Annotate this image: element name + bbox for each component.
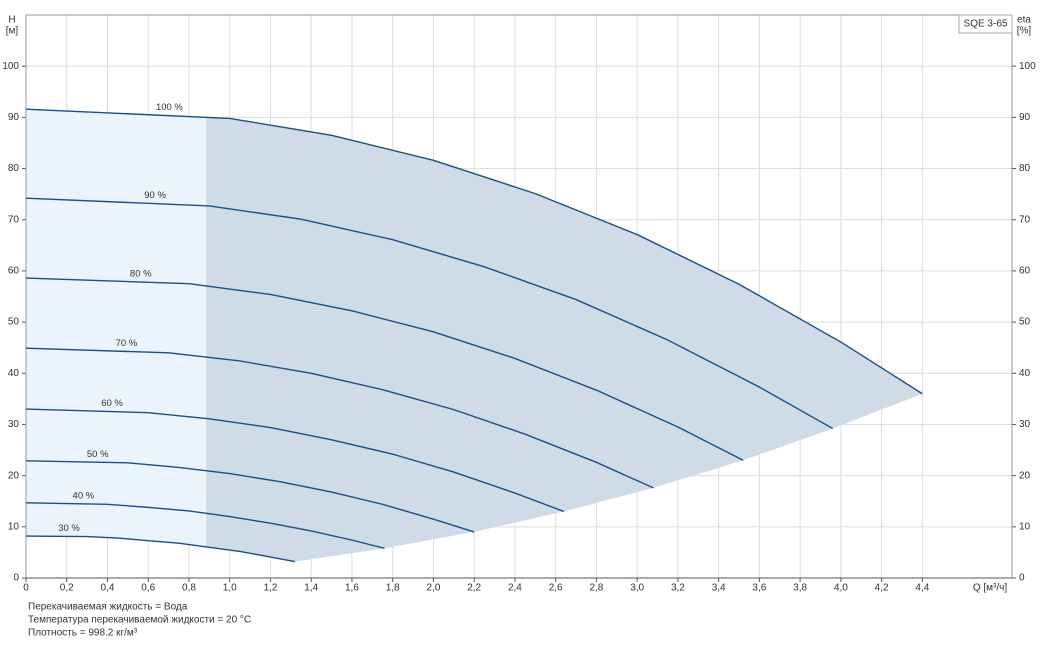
- y-tick-label: 60: [8, 266, 20, 277]
- y-tick-label: 70: [8, 214, 20, 225]
- x-tick-label: 4,0: [834, 583, 848, 594]
- x-tick-label: 0,2: [60, 583, 74, 594]
- y2-tick-label: 10: [1019, 521, 1031, 532]
- x-tick-label: 2,6: [549, 583, 563, 594]
- x-tick-label: 3,4: [712, 583, 726, 594]
- y2-axis-unit: [%]: [1017, 26, 1032, 37]
- speed-curve: [25, 197, 834, 430]
- y-tick-label: 0: [13, 573, 19, 584]
- x-tick-label: 2,2: [467, 583, 481, 594]
- x-tick-label: 1,2: [264, 583, 278, 594]
- speed-curve: [25, 535, 296, 563]
- model-label: SQE 3-65: [964, 19, 1008, 30]
- model-box: [958, 14, 1013, 34]
- y-tick-label: 80: [8, 163, 20, 174]
- x-tick-label: 3,2: [671, 583, 685, 594]
- x-tick-label: 1,6: [345, 583, 359, 594]
- x-tick-label: 4,4: [915, 583, 929, 594]
- x-tick-label: 1,8: [386, 583, 400, 594]
- y-tick-label: 90: [8, 112, 20, 123]
- note: Температура перекачиваемой жидкости = 20…: [28, 615, 251, 626]
- speed-curve: [25, 277, 744, 461]
- note: Плотность = 998.2 кг/м³: [28, 628, 138, 639]
- y2-axis-label: eta: [1017, 15, 1031, 26]
- y2-tick-label: 70: [1019, 214, 1031, 225]
- speed-curve: [25, 408, 565, 513]
- y2-tick-label: 90: [1019, 112, 1031, 123]
- curve-label: 90 %: [144, 190, 166, 201]
- speed-curve: [25, 347, 654, 489]
- note: Перекачиваемая жидкость = Вода: [28, 602, 188, 613]
- y-tick-label: 40: [8, 368, 20, 379]
- y-tick-label: 20: [8, 470, 20, 481]
- x-tick-label: 4,2: [875, 583, 889, 594]
- y2-tick-label: 30: [1019, 419, 1031, 430]
- x-tick-label: 0,4: [101, 583, 115, 594]
- y2-tick-label: 100: [1019, 61, 1036, 72]
- x-tick-label: 1,4: [304, 583, 318, 594]
- operating-area: [205, 117, 923, 562]
- x-tick-label: 2,4: [508, 583, 522, 594]
- y-tick-label: 50: [8, 317, 20, 328]
- x-tick-label: 0,8: [182, 583, 196, 594]
- x-axis-label: Q [м³/ч]: [973, 583, 1008, 594]
- min-flow-area: [26, 109, 206, 547]
- curve-label: 80 %: [130, 269, 152, 280]
- y-axis-label: H: [8, 15, 15, 26]
- curve-label: 30 %: [58, 523, 80, 534]
- x-tick-label: 1,0: [223, 583, 237, 594]
- y-tick-label: 100: [2, 61, 19, 72]
- curve-label: 60 %: [101, 398, 123, 409]
- x-tick-label: 2,8: [589, 583, 603, 594]
- curve-label: 40 %: [73, 490, 95, 501]
- x-tick-label: 0,6: [141, 583, 155, 594]
- curve-label: 50 %: [87, 449, 109, 460]
- x-tick-label: 0: [23, 583, 29, 594]
- speed-curve: [25, 502, 385, 549]
- y2-tick-label: 0: [1019, 573, 1025, 584]
- curve-label: 100 %: [156, 102, 183, 113]
- y2-tick-label: 40: [1019, 368, 1031, 379]
- y-axis-unit: [м]: [6, 26, 19, 37]
- speed-curve: [25, 460, 475, 533]
- x-tick-label: 3,0: [630, 583, 644, 594]
- x-tick-label: 2,0: [426, 583, 440, 594]
- y2-tick-label: 50: [1019, 317, 1031, 328]
- x-tick-label: 3,6: [752, 583, 766, 594]
- y-tick-label: 30: [8, 419, 20, 430]
- x-tick-label: 3,8: [793, 583, 807, 594]
- y-tick-label: 10: [8, 521, 20, 532]
- speed-curve: [25, 108, 923, 395]
- y2-tick-label: 20: [1019, 470, 1031, 481]
- curve-label: 70 %: [116, 338, 138, 349]
- y2-tick-label: 60: [1019, 266, 1031, 277]
- y2-tick-label: 80: [1019, 163, 1031, 174]
